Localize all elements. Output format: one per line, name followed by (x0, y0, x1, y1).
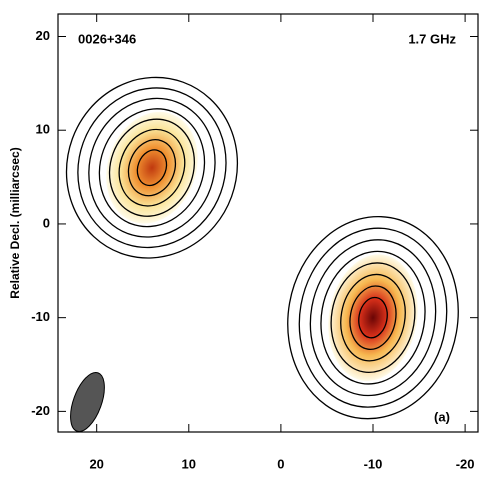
contour-line (136, 149, 168, 187)
contour-line (108, 118, 196, 217)
y-tick-label: -20 (31, 403, 50, 418)
panel-label: (a) (434, 409, 450, 424)
contour-line (118, 128, 186, 207)
contour-line (65, 76, 239, 259)
y-tick-label: 0 (43, 215, 50, 230)
contour-line (77, 87, 227, 249)
x-tick-label: 20 (89, 456, 103, 471)
contour-line (88, 97, 216, 238)
x-tick-label: -10 (364, 456, 383, 471)
chart-title: 0026+346 (78, 31, 136, 46)
plot-frame (57, 13, 479, 433)
contour-line (287, 215, 459, 420)
contour-line (309, 239, 437, 397)
x-tick-label: -20 (456, 456, 475, 471)
contour-line (98, 108, 206, 228)
contours (65, 76, 459, 433)
y-axis-label: Relative Decl. (milliarcsec) (8, 147, 22, 298)
contour-line (340, 273, 406, 362)
intensity-peak (106, 111, 198, 224)
contour-line (320, 250, 426, 385)
annotation: 1.7 GHz (408, 31, 456, 46)
contour-line (298, 227, 448, 408)
contour-line (358, 296, 388, 339)
intensity-peak (328, 254, 418, 381)
y-tick-label: 10 (36, 122, 50, 137)
y-tick-label: -10 (31, 309, 50, 324)
contour-line (349, 285, 397, 350)
contour-line (330, 262, 416, 374)
x-tick-label: 10 (182, 456, 196, 471)
x-tick-label: 0 (277, 456, 284, 471)
contour-line (127, 139, 177, 197)
beam (70, 371, 105, 433)
y-tick-label: 20 (36, 28, 50, 43)
